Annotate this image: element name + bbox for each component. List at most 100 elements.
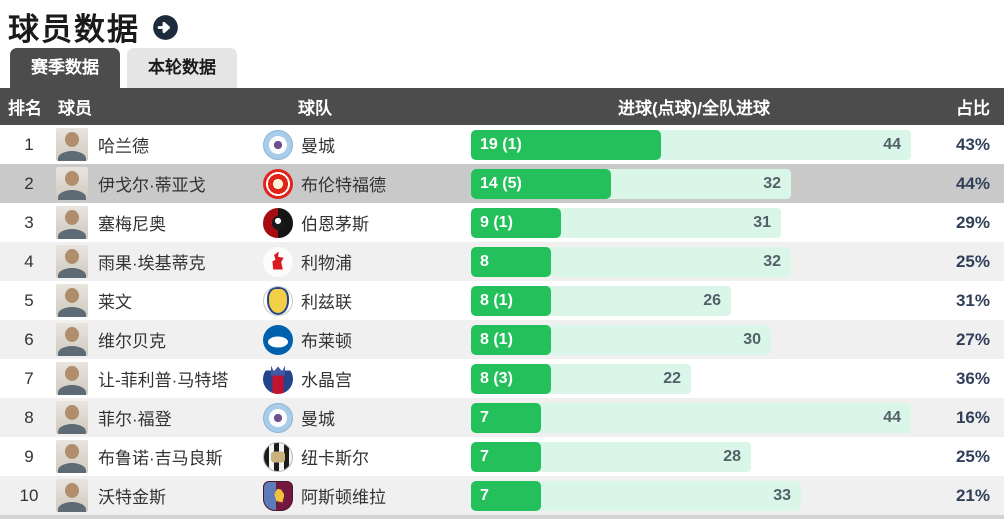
- team-name: 伯恩茅斯: [301, 215, 369, 234]
- ratio-value: 31%: [955, 290, 990, 310]
- player-goals-bar: 7: [471, 402, 541, 433]
- tabs: 赛季数据 本轮数据: [0, 48, 1004, 88]
- rank-value: 5: [24, 290, 34, 310]
- goals-bar-cell: 22 8 (3): [471, 363, 913, 394]
- page-title: 球员数据: [8, 11, 140, 47]
- goals-bar-cell: 44 19 (1): [471, 129, 913, 160]
- player-name: 布鲁诺·吉马良斯: [98, 449, 223, 468]
- ratio-value: 25%: [955, 446, 990, 466]
- player-name: 哈兰德: [98, 137, 149, 156]
- goals-bar-cell: 44 7: [471, 402, 913, 433]
- team-name: 阿斯顿维拉: [301, 488, 386, 507]
- team-name: 利物浦: [301, 254, 352, 273]
- ratio-value: 16%: [955, 407, 990, 427]
- player-goals-bar: 8 (1): [471, 285, 551, 316]
- goals-bar-cell: 28 7: [471, 441, 913, 472]
- player-avatar: [56, 128, 88, 161]
- header-ratio: 占比: [956, 99, 990, 118]
- table-row[interactable]: 3 塞梅尼奥 伯恩茅斯 31 9 (1) 29%: [0, 203, 1004, 242]
- player-goals-bar: 14 (5): [471, 168, 611, 199]
- player-name: 塞梅尼奥: [98, 215, 166, 234]
- team-badge-icon: [263, 285, 293, 316]
- player-goals-bar: 8: [471, 246, 551, 277]
- player-goals-bar: 7: [471, 480, 541, 511]
- arrow-right-circle-icon[interactable]: [152, 14, 179, 41]
- player-name: 菲尔·福登: [98, 410, 172, 429]
- bottom-divider: [0, 515, 1004, 519]
- player-avatar: [56, 323, 88, 356]
- rank-value: 9: [24, 446, 34, 466]
- team-name: 布莱顿: [301, 332, 352, 351]
- title-bar: 球员数据: [0, 0, 1004, 48]
- team-goals-value: 28: [723, 447, 741, 465]
- ratio-value: 29%: [955, 212, 990, 232]
- player-name: 雨果·埃基蒂克: [98, 254, 206, 273]
- table-row[interactable]: 9 布鲁诺·吉马良斯 纽卡斯尔 28 7 25%: [0, 437, 1004, 476]
- team-goals-value: 26: [703, 291, 721, 309]
- team-goals-value: 32: [763, 252, 781, 270]
- team-name: 水晶宫: [301, 371, 352, 390]
- ratio-value: 43%: [955, 134, 990, 154]
- table-row[interactable]: 10 沃特金斯 阿斯顿维拉 33 7 21%: [0, 476, 1004, 515]
- player-goals-bar: 8 (3): [471, 363, 551, 394]
- rank-value: 2: [24, 173, 34, 193]
- player-name: 沃特金斯: [98, 488, 166, 507]
- team-name: 曼城: [301, 410, 335, 429]
- table-row[interactable]: 2 伊戈尔·蒂亚戈 布伦特福德 32 14 (5) 44%: [0, 164, 1004, 203]
- table-row[interactable]: 7 让-菲利普·马特塔 水晶宫 22 8 (3) 36%: [0, 359, 1004, 398]
- table-row[interactable]: 8 菲尔·福登 曼城 44 7 16%: [0, 398, 1004, 437]
- team-badge-icon: [263, 480, 293, 511]
- table-row[interactable]: 6 维尔贝克 布莱顿 30 8 (1) 27%: [0, 320, 1004, 359]
- team-name: 利兹联: [301, 293, 352, 312]
- team-goals-value: 44: [883, 135, 901, 153]
- player-avatar: [56, 284, 88, 317]
- rank-value: 4: [24, 251, 34, 271]
- ratio-value: 21%: [955, 485, 990, 505]
- team-badge-icon: [263, 402, 293, 433]
- header-rank: 排名: [8, 99, 42, 118]
- ratio-value: 44%: [955, 173, 990, 193]
- team-goals-value: 31: [753, 213, 771, 231]
- rank-value: 10: [19, 485, 39, 505]
- team-name: 纽卡斯尔: [301, 449, 369, 468]
- table-row[interactable]: 1 哈兰德 曼城 44 19 (1) 43%: [0, 125, 1004, 164]
- player-avatar: [56, 362, 88, 395]
- player-goals-bar: 19 (1): [471, 129, 661, 160]
- header-goals: 进球(点球)/全队进球: [617, 99, 771, 118]
- table-row[interactable]: 4 雨果·埃基蒂克 利物浦 32 8 25%: [0, 242, 1004, 281]
- team-goals-value: 33: [773, 486, 791, 504]
- player-avatar: [56, 206, 88, 239]
- player-goals-bar: 8 (1): [471, 324, 551, 355]
- header-team: 球队: [298, 99, 332, 118]
- table-row[interactable]: 5 莱文 利兹联 26 8 (1) 31%: [0, 281, 1004, 320]
- team-goals-bar: 44: [471, 402, 911, 433]
- rank-value: 6: [24, 329, 34, 349]
- team-badge-icon: [263, 441, 293, 472]
- goals-bar-cell: 31 9 (1): [471, 207, 913, 238]
- team-goals-value: 22: [663, 369, 681, 387]
- ratio-value: 25%: [955, 251, 990, 271]
- team-badge-icon: [263, 246, 293, 277]
- player-avatar: [56, 440, 88, 473]
- team-badge-icon: [263, 324, 293, 355]
- team-badge-icon: [263, 207, 293, 238]
- rank-value: 3: [24, 212, 34, 232]
- player-name: 维尔贝克: [98, 332, 166, 351]
- player-goals-bar: 7: [471, 441, 541, 472]
- header-player: 球员: [58, 99, 92, 118]
- team-badge-icon: [263, 168, 293, 199]
- player-avatar: [56, 245, 88, 278]
- team-goals-value: 44: [883, 408, 901, 426]
- tab-season-data[interactable]: 赛季数据: [10, 48, 120, 88]
- team-goals-value: 30: [743, 330, 761, 348]
- rank-value: 1: [24, 134, 34, 154]
- player-name: 让-菲利普·马特塔: [98, 371, 229, 390]
- team-badge-icon: [263, 363, 293, 394]
- team-name: 布伦特福德: [301, 176, 386, 195]
- table-body: 1 哈兰德 曼城 44 19 (1) 43% 2 伊戈尔·蒂亚戈 布伦特福德 3…: [0, 125, 1004, 515]
- player-goals-bar: 9 (1): [471, 207, 561, 238]
- tab-round-data[interactable]: 本轮数据: [127, 48, 237, 88]
- player-name: 莱文: [98, 293, 132, 312]
- player-avatar: [56, 401, 88, 434]
